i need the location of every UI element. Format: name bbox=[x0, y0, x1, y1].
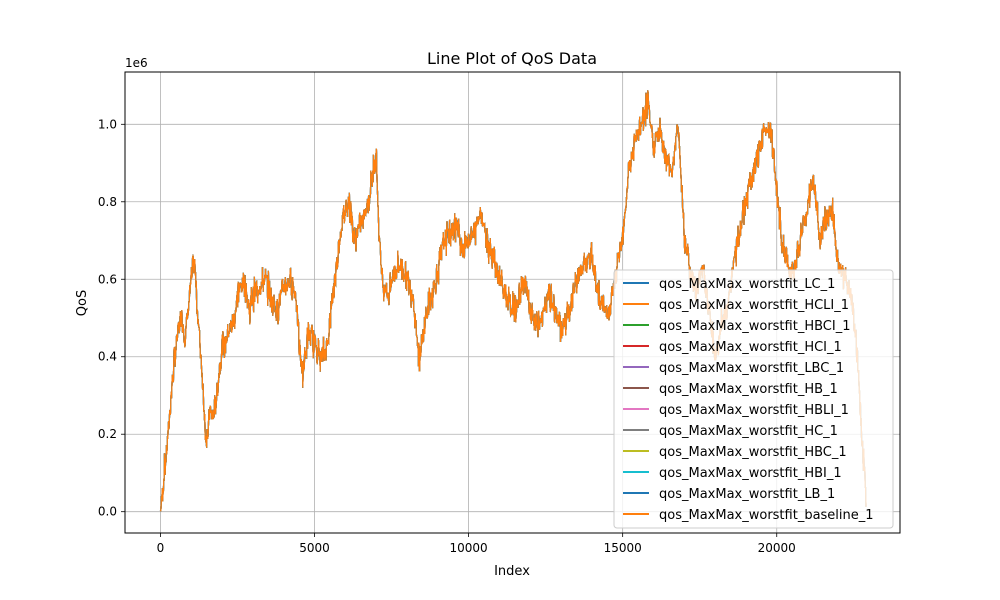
legend-label: qos_MaxMax_worstfit_HB_1 bbox=[659, 382, 838, 397]
y-tick-label: 0.2 bbox=[98, 427, 117, 441]
y-tick-label: 0.6 bbox=[98, 272, 117, 286]
y-tick-label: 1.0 bbox=[98, 117, 117, 131]
legend-label: qos_MaxMax_worstfit_HBLI_1 bbox=[659, 403, 849, 418]
legend-label: qos_MaxMax_worstfit_HCI_1 bbox=[659, 340, 842, 355]
legend-label: qos_MaxMax_worstfit_LBC_1 bbox=[659, 361, 844, 376]
y-tick-label: 0.0 bbox=[98, 505, 117, 519]
x-tick-label: 15000 bbox=[604, 541, 642, 555]
legend-label: qos_MaxMax_worstfit_HBC_1 bbox=[659, 445, 847, 460]
series-lines bbox=[159, 90, 867, 512]
y-tick-label: 0.4 bbox=[98, 350, 117, 364]
x-axis-label: Index bbox=[494, 564, 530, 579]
y-tick-label: 0.8 bbox=[98, 195, 117, 209]
series-line-12 bbox=[159, 90, 867, 512]
legend-label: qos_MaxMax_worstfit_HBCI_1 bbox=[659, 319, 850, 334]
x-axis-ticks: 0 5000 10000 15000 20000 bbox=[157, 533, 796, 555]
y-axis-label: QoS bbox=[75, 290, 90, 316]
y-axis-ticks: 0.0 0.2 0.4 0.6 0.8 1.0 bbox=[98, 117, 125, 519]
legend-box bbox=[613, 269, 894, 529]
plot-frame bbox=[124, 71, 901, 534]
legend-label: qos_MaxMax_worstfit_HCLI_1 bbox=[659, 298, 849, 313]
x-tick-label: 0 bbox=[157, 541, 165, 555]
y-axis-offset-label: 1e6 bbox=[125, 56, 148, 70]
legend: qos_MaxMax_worstfit_LC_1 qos_MaxMax_worst… bbox=[613, 269, 894, 529]
chart-title: Line Plot of QoS Data bbox=[427, 49, 597, 68]
x-tick-label: 10000 bbox=[449, 541, 487, 555]
x-tick-label: 5000 bbox=[299, 541, 330, 555]
legend-label: qos_MaxMax_worstfit_LB_1 bbox=[659, 487, 835, 502]
x-tick-label: 20000 bbox=[758, 541, 796, 555]
legend-label: qos_MaxMax_worstfit_LC_1 bbox=[659, 277, 835, 292]
legend-label: qos_MaxMax_worstfit_HC_1 bbox=[659, 424, 838, 439]
legend-label: qos_MaxMax_worstfit_baseline_1 bbox=[659, 508, 874, 523]
legend-label: qos_MaxMax_worstfit_HBI_1 bbox=[659, 466, 842, 481]
